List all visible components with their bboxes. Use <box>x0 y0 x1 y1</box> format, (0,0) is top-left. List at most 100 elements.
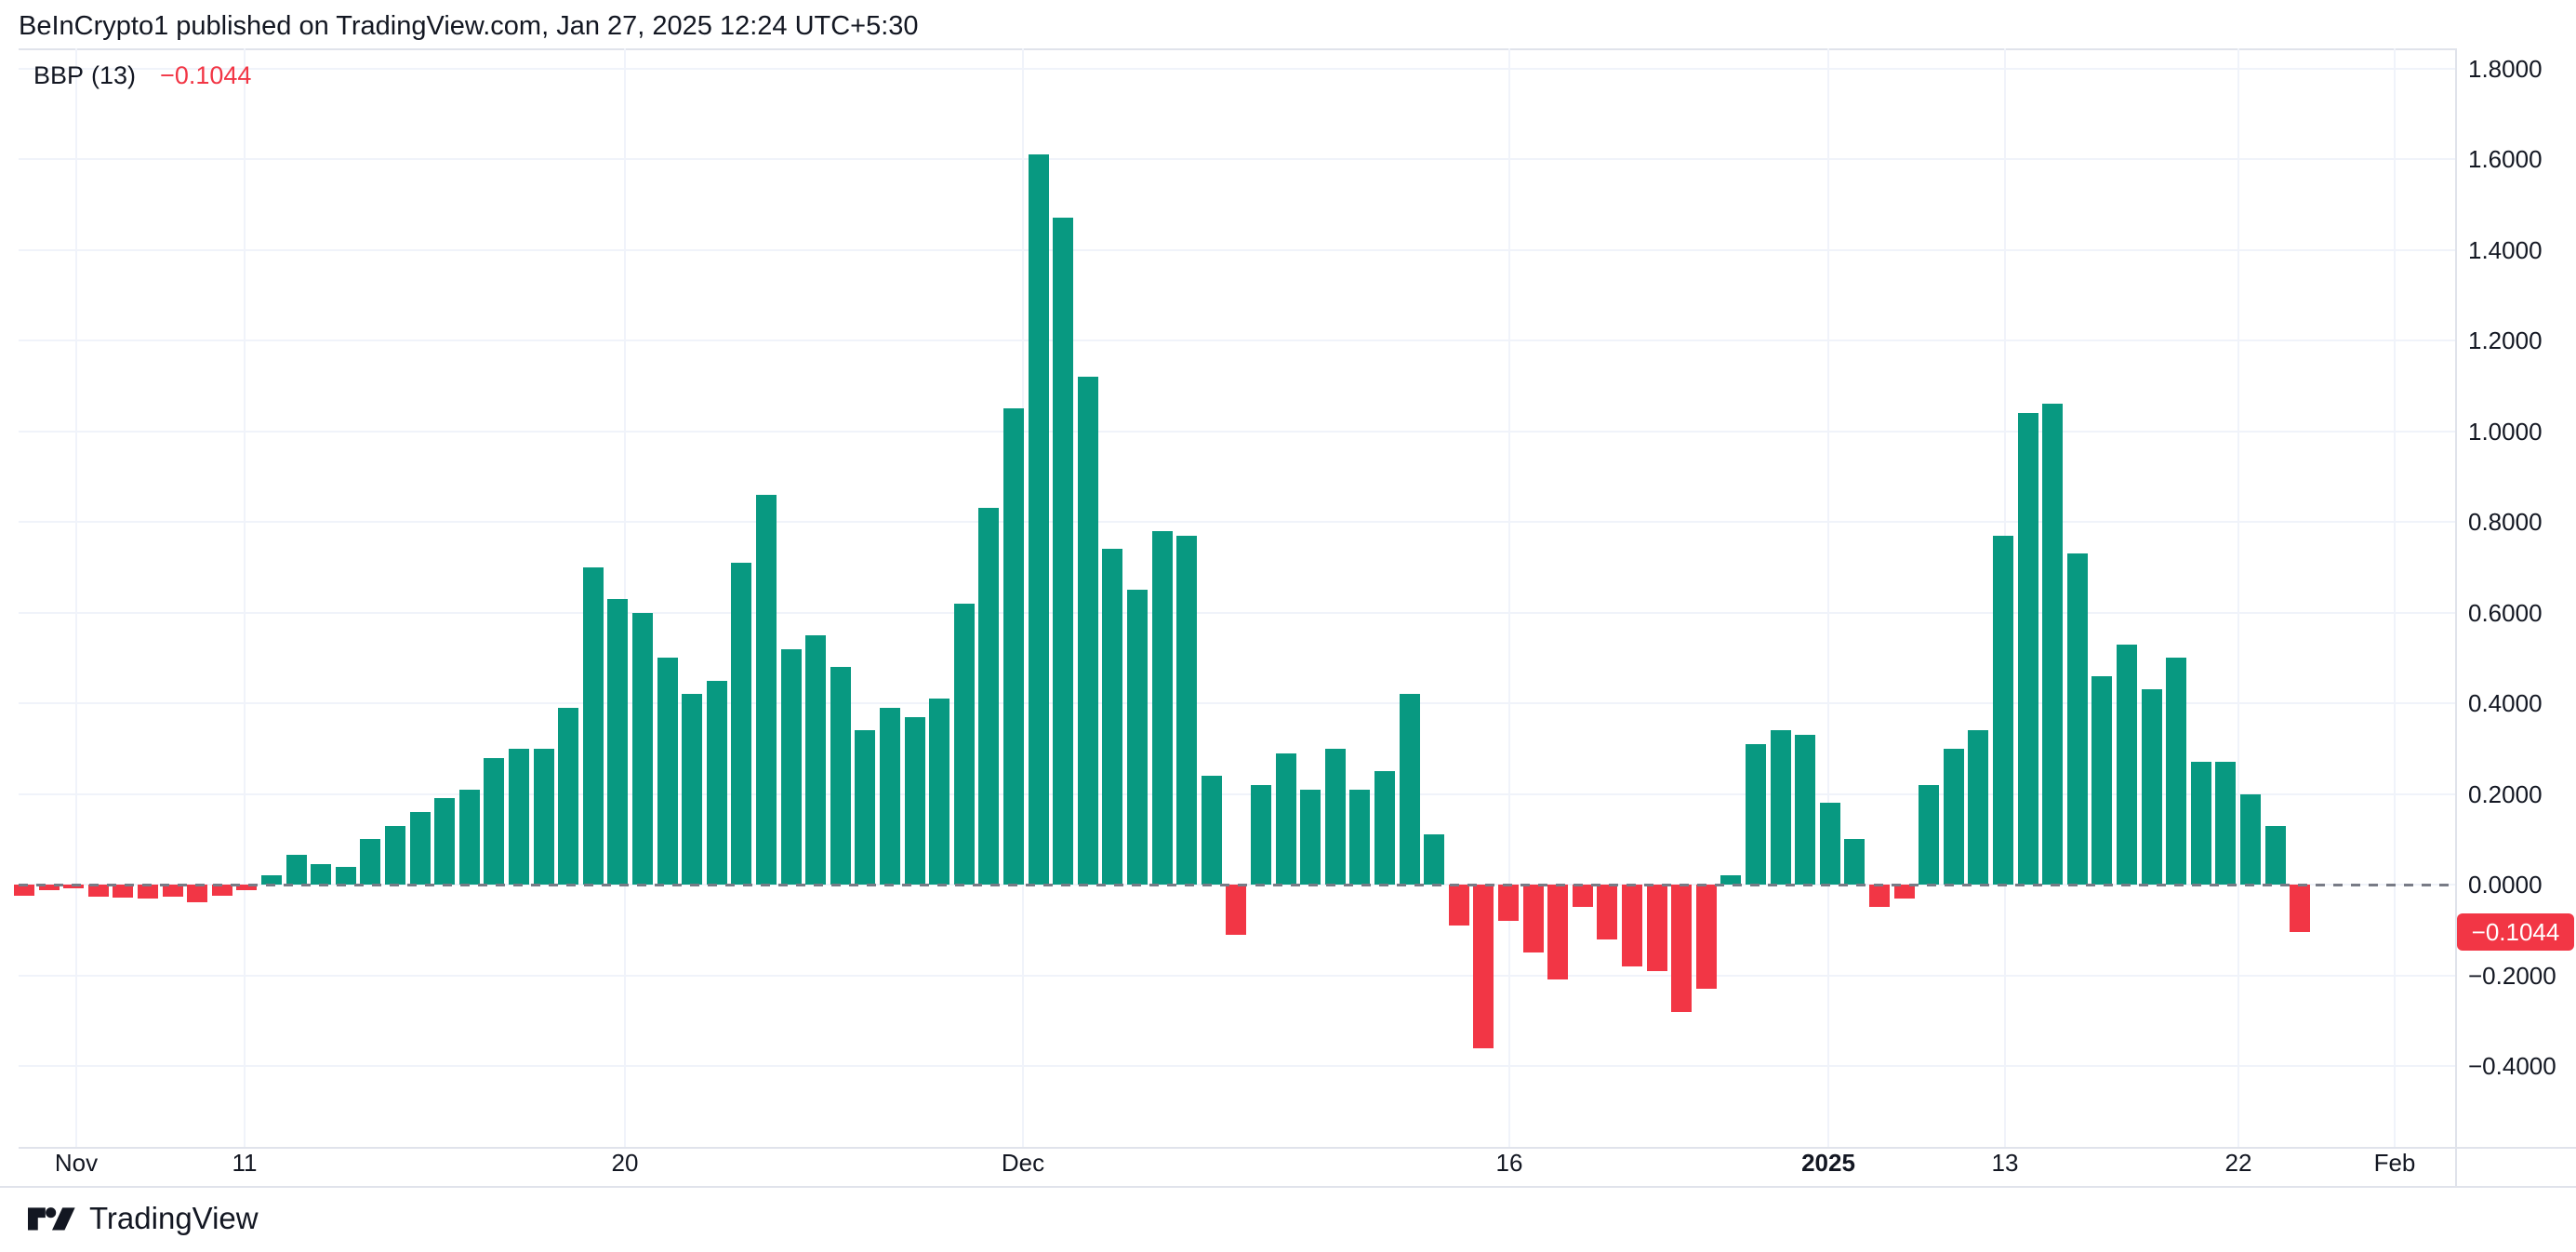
indicator-legend[interactable]: BBP (13) −0.1044 <box>33 61 251 90</box>
histogram-bar-negative <box>162 885 183 897</box>
histogram-bar-positive <box>1275 753 1296 885</box>
histogram-bar-positive <box>285 855 307 885</box>
x-axis-label-13: 13 <box>1991 1149 2019 1177</box>
x-axis-label-22: 22 <box>2224 1149 2252 1177</box>
histogram-bar-positive <box>1028 154 1049 885</box>
histogram-bar-negative <box>1869 885 1890 908</box>
indicator-name: BBP <box>33 61 85 89</box>
indicator-value: −0.1044 <box>160 61 252 89</box>
histogram-bar-positive <box>261 875 282 885</box>
histogram-bar-positive <box>2091 675 2113 885</box>
histogram-bar-positive <box>1127 590 1148 885</box>
histogram-bar-negative <box>1448 885 1469 926</box>
histogram-bar-positive <box>607 598 629 885</box>
histogram-bar-positive <box>953 603 975 885</box>
histogram-bar-negative <box>14 885 34 897</box>
y-axis-tick-label: −0.4000 <box>2468 1052 2556 1080</box>
histogram-bar-positive <box>1993 535 2013 885</box>
plot-border <box>0 1186 2576 1188</box>
histogram-bar-positive <box>780 648 802 885</box>
histogram-bar-positive <box>1819 803 1840 885</box>
y-axis-tick-label: 1.8000 <box>2468 54 2543 83</box>
footer-bar: TradingView <box>0 1188 2576 1252</box>
gridline-horizontal <box>19 248 2455 251</box>
histogram-bar-positive <box>1077 377 1098 885</box>
histogram-bar-negative <box>236 885 258 891</box>
histogram-bar-positive <box>1176 535 1198 885</box>
histogram-bar-positive <box>484 757 505 885</box>
histogram-bar-positive <box>2017 413 2038 885</box>
zero-line-dashed <box>19 884 2455 886</box>
histogram-bar-positive <box>2240 793 2261 885</box>
histogram-bar-positive <box>1844 839 1866 885</box>
histogram-bar-positive <box>682 694 703 885</box>
y-axis-tick-label: −0.2000 <box>2468 961 2556 990</box>
histogram-bar-positive <box>880 707 900 885</box>
gridline-horizontal <box>19 521 2455 523</box>
histogram-bar-negative <box>1695 885 1717 990</box>
plot-border <box>2455 48 2457 1186</box>
histogram-bar-positive <box>434 798 456 885</box>
histogram-bar-negative <box>1893 885 1915 899</box>
histogram-bar-positive <box>1968 730 1989 885</box>
y-axis-tick-label: 0.2000 <box>2468 779 2543 808</box>
y-axis-tick-label: 1.2000 <box>2468 326 2543 354</box>
gridline-vertical <box>1508 48 1510 1147</box>
histogram-bar-positive <box>409 812 431 885</box>
histogram-bar-negative <box>1597 885 1618 939</box>
histogram-bar-positive <box>2042 404 2064 885</box>
histogram-bar-positive <box>509 748 529 885</box>
x-axis-label-dec: Dec <box>1001 1149 1045 1177</box>
plot-border <box>19 48 2455 50</box>
histogram-bar-positive <box>335 866 356 885</box>
histogram-bar-positive <box>657 658 678 885</box>
histogram-bar-negative <box>1671 885 1693 1012</box>
gridline-horizontal <box>19 792 2455 795</box>
histogram-bar-positive <box>929 699 950 885</box>
histogram-bar-positive <box>2190 762 2211 885</box>
header-attribution: BeInCrypto1 published on TradingView.com… <box>19 11 919 41</box>
histogram-bar-positive <box>385 825 405 885</box>
x-axis-label-2025: 2025 <box>1801 1149 1855 1177</box>
gridline-vertical <box>1827 48 1829 1147</box>
histogram-bar-positive <box>1720 875 1742 885</box>
histogram-bar-positive <box>458 789 480 885</box>
histogram-bar-negative <box>1473 885 1494 1048</box>
tradingview-logo-link[interactable]: TradingView <box>28 1201 259 1236</box>
histogram-bar-positive <box>1324 748 1346 885</box>
histogram-bar-positive <box>1919 784 1940 885</box>
x-axis-label-11: 11 <box>232 1149 258 1177</box>
y-axis-tick-label: 1.4000 <box>2468 235 2543 264</box>
y-axis-tick-label: 0.0000 <box>2468 871 2543 899</box>
last-price-badge: −0.1044 <box>2457 912 2574 951</box>
histogram-bar-positive <box>731 562 752 885</box>
histogram-bar-negative <box>1646 885 1667 971</box>
histogram-bar-positive <box>756 494 777 885</box>
histogram-bar-negative <box>113 885 134 898</box>
gridline-horizontal <box>19 702 2455 704</box>
histogram-bar-negative <box>1498 885 1519 921</box>
gridline-vertical <box>2237 48 2239 1147</box>
gridline-horizontal <box>19 1065 2455 1067</box>
histogram-bar-positive <box>1795 735 1816 885</box>
histogram-bar-positive <box>1399 694 1420 885</box>
histogram-bar-negative <box>187 885 208 902</box>
histogram-bar-positive <box>2117 644 2137 885</box>
histogram-bar-negative <box>1572 885 1593 908</box>
histogram-bar-positive <box>1943 748 1964 885</box>
histogram-bar-positive <box>1053 218 1074 885</box>
gridline-horizontal <box>19 430 2455 433</box>
histogram-bar-negative <box>138 885 158 899</box>
histogram-bar-positive <box>1349 789 1371 885</box>
histogram-bar-positive <box>360 839 381 885</box>
histogram-bar-positive <box>904 716 925 885</box>
gridline-horizontal <box>19 340 2455 341</box>
histogram-bar-positive <box>632 612 653 885</box>
y-axis-tick-label: 1.0000 <box>2468 417 2543 446</box>
histogram-bar-positive <box>1251 784 1271 885</box>
histogram-bar-negative <box>38 885 60 890</box>
histogram-bar-positive <box>1770 730 1791 885</box>
histogram-bar-positive <box>1102 549 1123 885</box>
